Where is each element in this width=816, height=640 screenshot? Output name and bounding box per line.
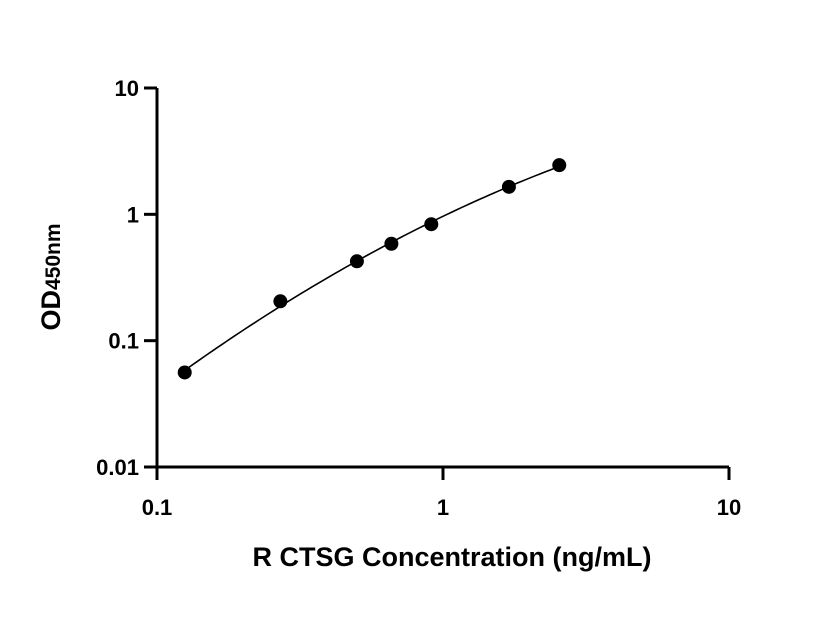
x-axis: 0.1 1 10	[142, 465, 741, 520]
data-point	[384, 236, 399, 251]
y-tick-label: 10	[115, 76, 139, 101]
y-axis-title-subscript: 450nm	[42, 223, 65, 290]
x-axis-title: R CTSG Concentration (ng/mL)	[253, 542, 652, 572]
y-axis-title-main: OD	[36, 290, 66, 331]
x-tick-label: 1	[437, 495, 449, 520]
data-point	[177, 365, 192, 380]
data-point	[424, 217, 439, 232]
y-tick-label: 0.1	[108, 329, 139, 354]
data-point	[349, 254, 364, 269]
fit-curve-layer	[184, 165, 560, 371]
x-tick-label: 0.1	[142, 495, 173, 520]
x-tick-label: 10	[717, 495, 741, 520]
y-tick-label: 1	[127, 202, 139, 227]
data-point	[552, 158, 567, 173]
data-point	[501, 179, 516, 194]
y-axis: 0.01 0.1 1 10	[96, 76, 159, 480]
y-axis-title: OD450nm	[36, 223, 66, 330]
data-points	[177, 158, 567, 380]
data-point	[273, 294, 288, 309]
fit-curve	[184, 165, 560, 371]
y-tick-label: 0.01	[96, 455, 139, 480]
